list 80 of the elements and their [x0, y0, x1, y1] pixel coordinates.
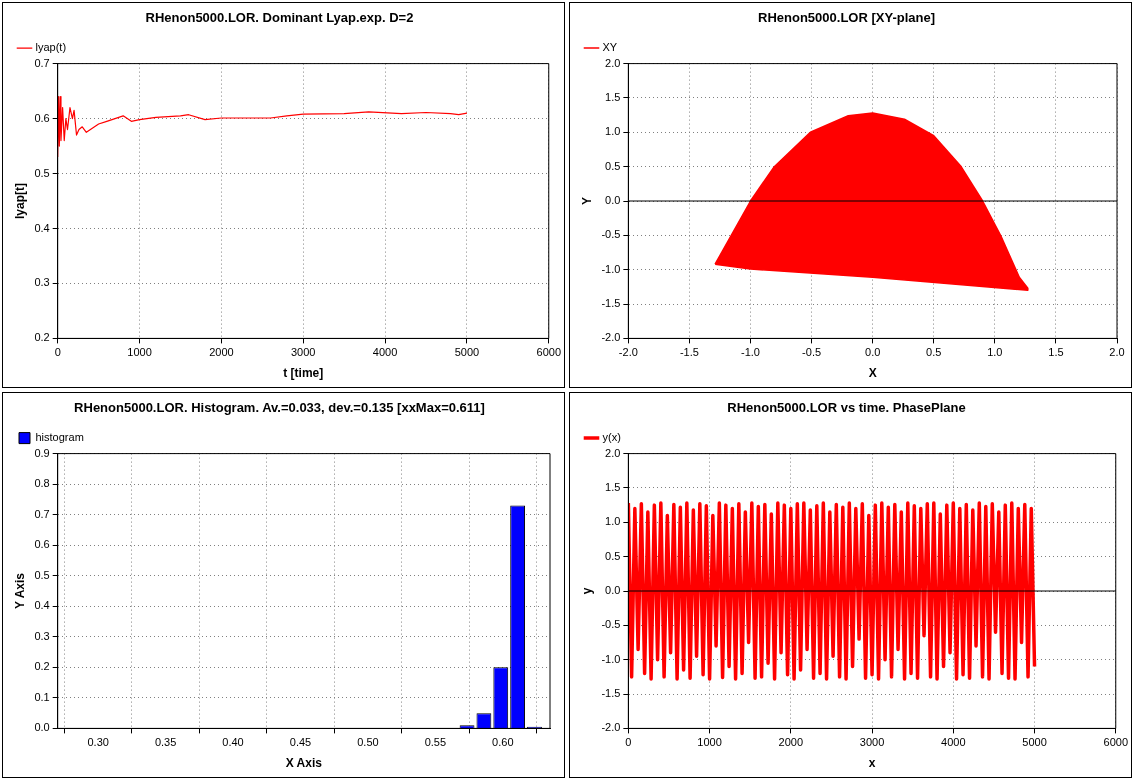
- y-tick-label: -0.5: [601, 228, 621, 241]
- y-axis-title: Y Axis: [12, 572, 27, 610]
- x-tick-label: 0.5: [926, 346, 942, 359]
- y-tick-label: 0.5: [34, 568, 50, 581]
- y-tick-label: 0.7: [34, 56, 50, 69]
- y-tick-label: 0.2: [34, 331, 50, 344]
- chart-title: RHenon5000.LOR. Histogram. Av.=0.033, dev.=0.135 [xxMax=0.611]: [74, 400, 485, 416]
- x-tick-label: 4000: [941, 736, 966, 749]
- y-tick-label: 2.0: [605, 56, 621, 69]
- x-tick-label: 0.0: [865, 346, 881, 359]
- y-tick-label: 0.3: [34, 629, 50, 642]
- x-tick-label: 0.35: [154, 736, 177, 749]
- y-tick-label: 0.4: [34, 599, 50, 612]
- x-tick-label: 6000: [1103, 736, 1129, 749]
- x-tick-label: 0.45: [289, 736, 312, 749]
- x-tick-label: -2.0: [618, 346, 638, 359]
- x-tick-label: 5000: [454, 346, 480, 359]
- y-axis-title: lyap[t]: [12, 183, 27, 219]
- chart-title: RHenon5000.LOR [XY-plane]: [758, 10, 935, 26]
- x-tick-label: 0.55: [424, 736, 447, 749]
- x-tick-label: 0.60: [492, 736, 514, 749]
- x-axis-title: X: [868, 366, 877, 381]
- y-tick-label: 0.0: [605, 194, 621, 207]
- x-tick-label: 0.30: [87, 736, 109, 749]
- x-tick-label: 2000: [209, 346, 234, 359]
- y-tick-label: 0.9: [34, 446, 50, 459]
- y-tick-label: 1.0: [605, 125, 621, 138]
- y-tick-label: -1.5: [601, 297, 621, 310]
- x-axis-title: X Axis: [285, 756, 323, 771]
- x-tick-label: 2000: [778, 736, 804, 749]
- x-axis-title: x: [868, 756, 876, 771]
- y-tick-label: 0.0: [34, 721, 50, 734]
- x-axis-title: t [time]: [283, 366, 324, 381]
- x-tick-label: -0.5: [802, 346, 822, 359]
- x-tick-label: 3000: [859, 736, 885, 749]
- legend-label: y(x): [602, 431, 621, 444]
- y-tick-label: 2.0: [605, 446, 621, 459]
- legend-label: lyap(t): [35, 41, 67, 54]
- x-tick-label: 4000: [372, 346, 398, 359]
- y-tick-label: 1.5: [605, 480, 621, 493]
- y-tick-label: 0.7: [34, 507, 50, 520]
- y-tick-label: 1.0: [605, 515, 621, 528]
- y-tick-label: 0.6: [34, 111, 50, 124]
- y-tick-label: -2.0: [601, 721, 621, 734]
- y-tick-label: 0.1: [34, 690, 50, 703]
- y-tick-label: -1.0: [601, 262, 621, 275]
- x-tick-label: 1000: [127, 346, 152, 359]
- legend-label: histogram: [35, 431, 84, 444]
- x-tick-label: 0: [625, 736, 632, 749]
- x-tick-label: 6000: [536, 346, 562, 359]
- y-tick-label: -0.5: [601, 618, 621, 631]
- x-tick-label: 1.5: [1048, 346, 1064, 359]
- y-tick-label: 0.2: [34, 660, 50, 673]
- x-tick-label: 5000: [1022, 736, 1047, 749]
- x-tick-label: 0.50: [357, 736, 379, 749]
- y-axis-title: Y: [579, 196, 594, 206]
- y-tick-label: 0.5: [34, 166, 50, 179]
- y-tick-label: 0.8: [34, 477, 50, 490]
- y-tick-label: 0.0: [605, 584, 621, 597]
- y-tick-label: 0.6: [34, 538, 50, 551]
- x-tick-label: 1000: [697, 736, 722, 749]
- x-tick-label: 2.0: [1109, 346, 1125, 359]
- x-tick-label: 0.40: [222, 736, 244, 749]
- x-tick-label: -1.0: [741, 346, 760, 359]
- x-tick-label: 1.0: [987, 346, 1003, 359]
- y-tick-label: -2.0: [601, 331, 621, 344]
- x-tick-label: 3000: [290, 346, 316, 359]
- y-tick-label: -1.5: [601, 687, 621, 700]
- x-tick-label: 0: [54, 346, 61, 359]
- y-tick-label: 1.5: [605, 90, 621, 103]
- y-tick-label: 0.4: [34, 221, 50, 234]
- y-tick-label: 0.5: [605, 549, 621, 562]
- y-axis-title: y: [579, 587, 594, 595]
- chart-title: RHenon5000.LOR vs time. PhasePlane: [727, 400, 966, 416]
- legend-label: XY: [602, 41, 618, 54]
- y-tick-label: 0.5: [605, 159, 621, 172]
- chart-title: RHenon5000.LOR. Dominant Lyap.exp. D=2: [145, 10, 414, 26]
- y-tick-label: 0.3: [34, 276, 50, 289]
- x-tick-label: -1.5: [679, 346, 699, 359]
- y-tick-label: -1.0: [601, 652, 621, 665]
